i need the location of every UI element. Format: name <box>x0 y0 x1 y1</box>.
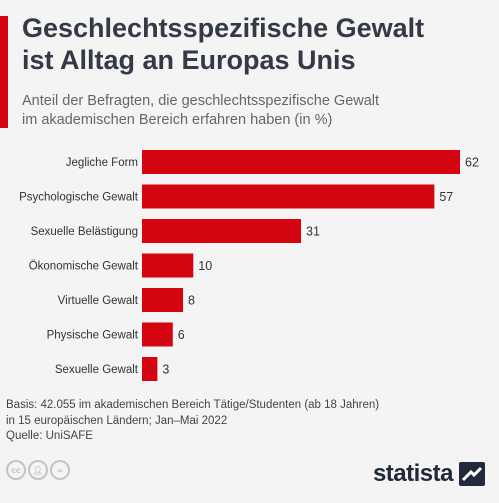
title-line-1: Geschlechtsspezifische Gewalt <box>22 13 425 43</box>
nd-icon[interactable]: = <box>50 460 70 480</box>
statista-logo[interactable]: statista <box>373 460 485 488</box>
value-label: 62 <box>465 156 479 170</box>
bar-chart: Jegliche Form 62 Psychologische Gewalt 57 Se… <box>19 150 479 381</box>
category-label: Sexuelle Gewalt <box>55 364 139 376</box>
license-icons: cc 👤︎ = <box>6 460 70 480</box>
subtitle-line-1: Anteil der Befragten, die geschlechtsspe… <box>22 93 380 109</box>
category-label: Psychologische Gewalt <box>19 192 139 204</box>
value-label: 31 <box>306 225 320 239</box>
by-icon[interactable]: 👤︎ <box>28 460 48 480</box>
bar[interactable] <box>142 219 301 243</box>
chart-title: Geschlechtsspezifische Gewalt ist Alltag… <box>22 12 492 76</box>
value-label: 8 <box>188 294 195 308</box>
base-note-line-2: in 15 europäischen Ländern; Jan–Mai 2022 <box>6 414 228 427</box>
cc-icon[interactable]: cc <box>6 460 26 480</box>
category-label: Physische Gewalt <box>47 330 139 342</box>
bar[interactable] <box>142 357 158 381</box>
accent-bar <box>0 16 8 128</box>
value-label: 3 <box>162 363 169 377</box>
statista-mark-icon <box>459 462 485 486</box>
bar[interactable] <box>142 322 173 347</box>
subtitle-line-2: im akademischen Bereich erfahren haben (… <box>22 112 333 128</box>
category-label: Virtuelle Gewalt <box>58 295 139 307</box>
value-label: 57 <box>439 190 453 204</box>
brand-wordmark: statista <box>372 460 454 487</box>
title-line-2: ist Alltag an Europas Unis <box>22 45 356 75</box>
category-label: Jegliche Form <box>66 157 138 169</box>
base-note-line-1: Basis: 42.055 im akademischen Bereich Tä… <box>6 399 380 411</box>
chart-subtitle: Anteil der Befragten, die geschlechtsspe… <box>22 92 482 130</box>
bar[interactable] <box>142 184 435 209</box>
footer-notes: Basis: 42.055 im akademischen Bereich Tä… <box>6 398 486 445</box>
category-label: Ökonomische Gewalt <box>29 261 139 273</box>
bar[interactable] <box>142 288 184 312</box>
bar[interactable] <box>142 150 460 174</box>
bar[interactable] <box>142 253 194 278</box>
source-note: Quelle: UniSAFE <box>6 430 93 442</box>
value-label: 6 <box>178 328 185 342</box>
category-label: Sexuelle Belästigung <box>31 226 138 238</box>
value-label: 10 <box>198 259 212 273</box>
